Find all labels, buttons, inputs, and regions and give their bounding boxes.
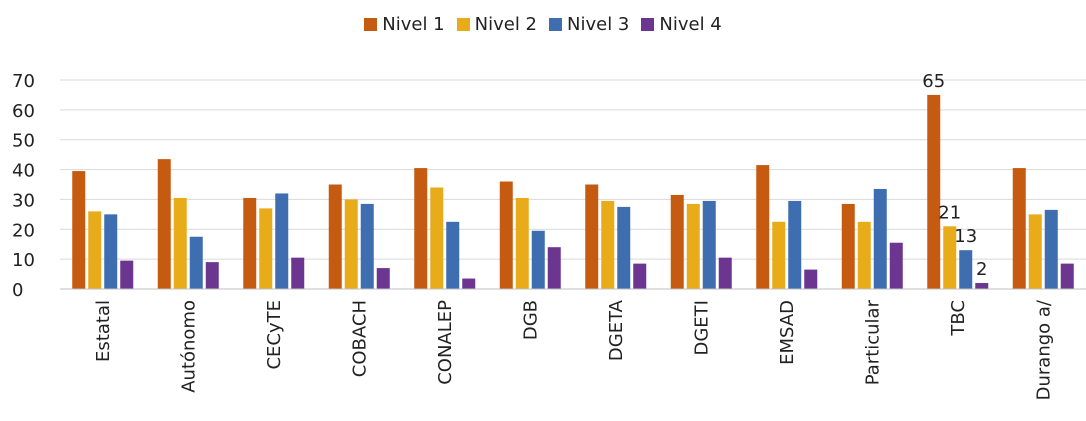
bar — [670, 194, 684, 289]
legend-item: Nivel 1 — [364, 14, 445, 35]
y-tick-label: 40 — [12, 161, 35, 182]
x-tick-label: TBC — [948, 300, 969, 337]
bar — [788, 200, 802, 289]
y-tick-label: 0 — [12, 280, 23, 301]
bar — [975, 283, 989, 289]
bar — [462, 278, 476, 289]
legend-label: Nivel 3 — [567, 14, 630, 35]
data-label: 2 — [976, 259, 987, 280]
bar — [189, 236, 203, 289]
legend-item: Nivel 3 — [549, 14, 629, 35]
bar — [841, 203, 855, 289]
x-tick-label: DGB — [520, 300, 541, 340]
bar — [585, 184, 599, 289]
bar — [547, 247, 561, 289]
legend-label: Nivel 4 — [659, 14, 722, 35]
y-tick-label: 60 — [12, 101, 35, 122]
legend-swatch — [456, 18, 470, 31]
bar — [617, 206, 631, 289]
legend-label: Nivel 1 — [382, 14, 445, 35]
y-tick-label: 20 — [12, 220, 35, 241]
bar — [499, 181, 513, 289]
bar — [633, 263, 647, 289]
legend-item: Nivel 2 — [456, 14, 537, 35]
bar — [104, 214, 118, 289]
bar — [120, 260, 134, 289]
x-tick-label: CECyTE — [264, 300, 285, 370]
y-tick-label: 70 — [12, 71, 35, 92]
bar — [531, 230, 545, 289]
bar — [243, 197, 257, 289]
legend-label: Nivel 2 — [474, 14, 537, 35]
bar — [275, 193, 289, 289]
bar — [360, 203, 374, 289]
bar — [173, 197, 187, 289]
bar — [344, 199, 358, 289]
y-tick-label: 10 — [12, 250, 35, 271]
y-tick-label: 50 — [12, 131, 35, 152]
x-tick-label: Autónomo — [178, 300, 199, 393]
y-tick-label: 30 — [12, 190, 35, 211]
data-label: 21 — [938, 202, 961, 223]
x-tick-label: COBACH — [349, 300, 370, 377]
bar — [756, 165, 770, 289]
bar — [873, 188, 887, 289]
bar — [376, 268, 390, 289]
x-tick-label: DGETI — [691, 300, 712, 356]
data-label: 13 — [954, 226, 977, 247]
bar — [157, 159, 171, 289]
bar — [414, 168, 428, 289]
x-tick-label: Durango a/ — [1033, 299, 1054, 400]
legend-item: Nivel 4 — [641, 14, 722, 35]
bar — [857, 221, 871, 289]
legend-swatch — [364, 18, 378, 31]
bar — [259, 208, 273, 289]
bar — [328, 184, 342, 289]
bar — [943, 226, 957, 289]
bar — [804, 269, 818, 289]
bar — [430, 187, 444, 289]
bar — [718, 257, 732, 289]
bar — [515, 197, 529, 289]
x-tick-label: Particular — [862, 299, 883, 385]
bar — [959, 250, 973, 289]
bar — [772, 221, 786, 289]
bar — [1060, 263, 1074, 289]
data-label: 65 — [922, 71, 945, 92]
x-tick-label: Estatal — [93, 300, 114, 362]
x-tick-label: DGETA — [606, 299, 627, 361]
legend-swatch — [641, 18, 655, 31]
bar — [72, 171, 86, 289]
bar — [1044, 209, 1058, 289]
bar — [446, 221, 460, 289]
legend-swatch — [549, 18, 562, 31]
bar — [686, 203, 700, 289]
bar — [927, 94, 941, 289]
x-tick-label: EMSAD — [777, 300, 798, 365]
bar — [601, 200, 615, 289]
bar — [1012, 168, 1026, 289]
bar — [88, 211, 102, 289]
bar — [1028, 214, 1042, 289]
legend: Nivel 1 Nivel 2 Nivel 3 Nivel 4 — [0, 14, 1086, 36]
bar — [889, 242, 903, 289]
bar — [702, 200, 716, 289]
x-tick-label: CONALEP — [435, 300, 456, 385]
bar — [291, 257, 305, 289]
bar — [205, 262, 219, 289]
